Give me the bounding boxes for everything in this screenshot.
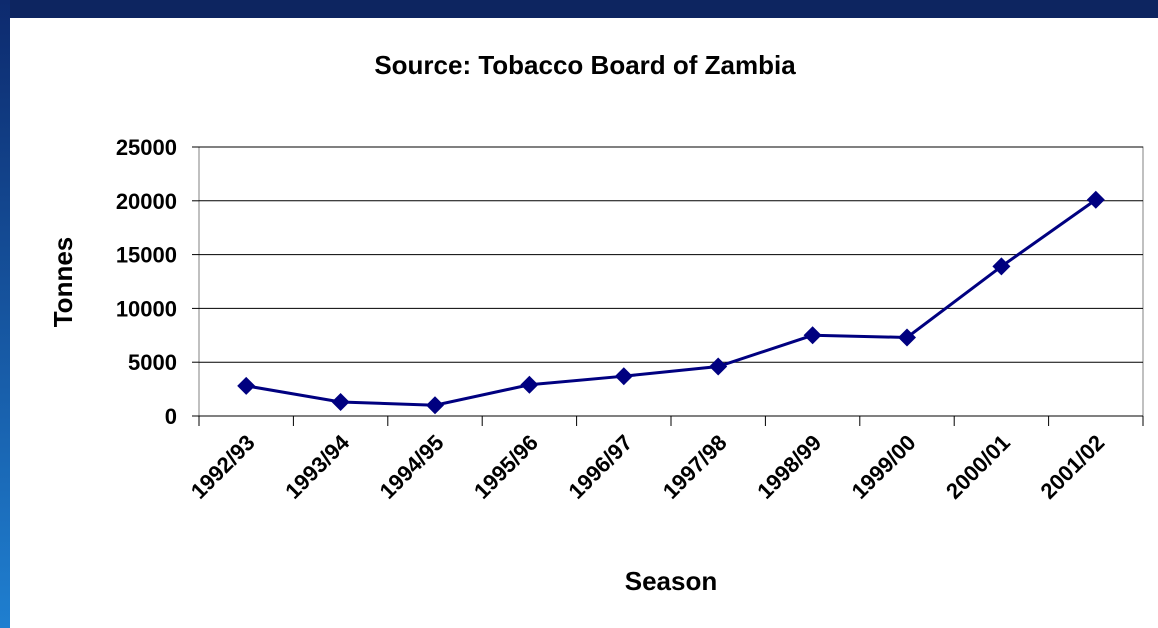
marker (898, 328, 916, 347)
y-tick-label: 20000 (116, 189, 177, 214)
marker (992, 257, 1011, 276)
marker (803, 326, 822, 345)
y-tick-label: 0 (165, 404, 177, 429)
y-axis-label: Tonnes (48, 237, 78, 328)
marker (237, 376, 256, 395)
marker (331, 393, 350, 412)
y-tick-label: 15000 (116, 243, 177, 268)
marker (426, 396, 444, 415)
line (245, 198, 1097, 407)
y-tick-label: 5000 (128, 350, 177, 375)
marker (614, 367, 633, 386)
marker (709, 357, 728, 376)
top-bar (0, 0, 1158, 18)
y-tick-label: 10000 (116, 296, 177, 321)
left-bar (0, 0, 10, 628)
marker (520, 375, 539, 394)
y-tick-label: 25000 (116, 135, 177, 160)
chart-title: Source: Tobacco Board of Zambia (374, 50, 796, 80)
x-axis-label: Season (625, 566, 718, 596)
marker (1086, 190, 1105, 209)
